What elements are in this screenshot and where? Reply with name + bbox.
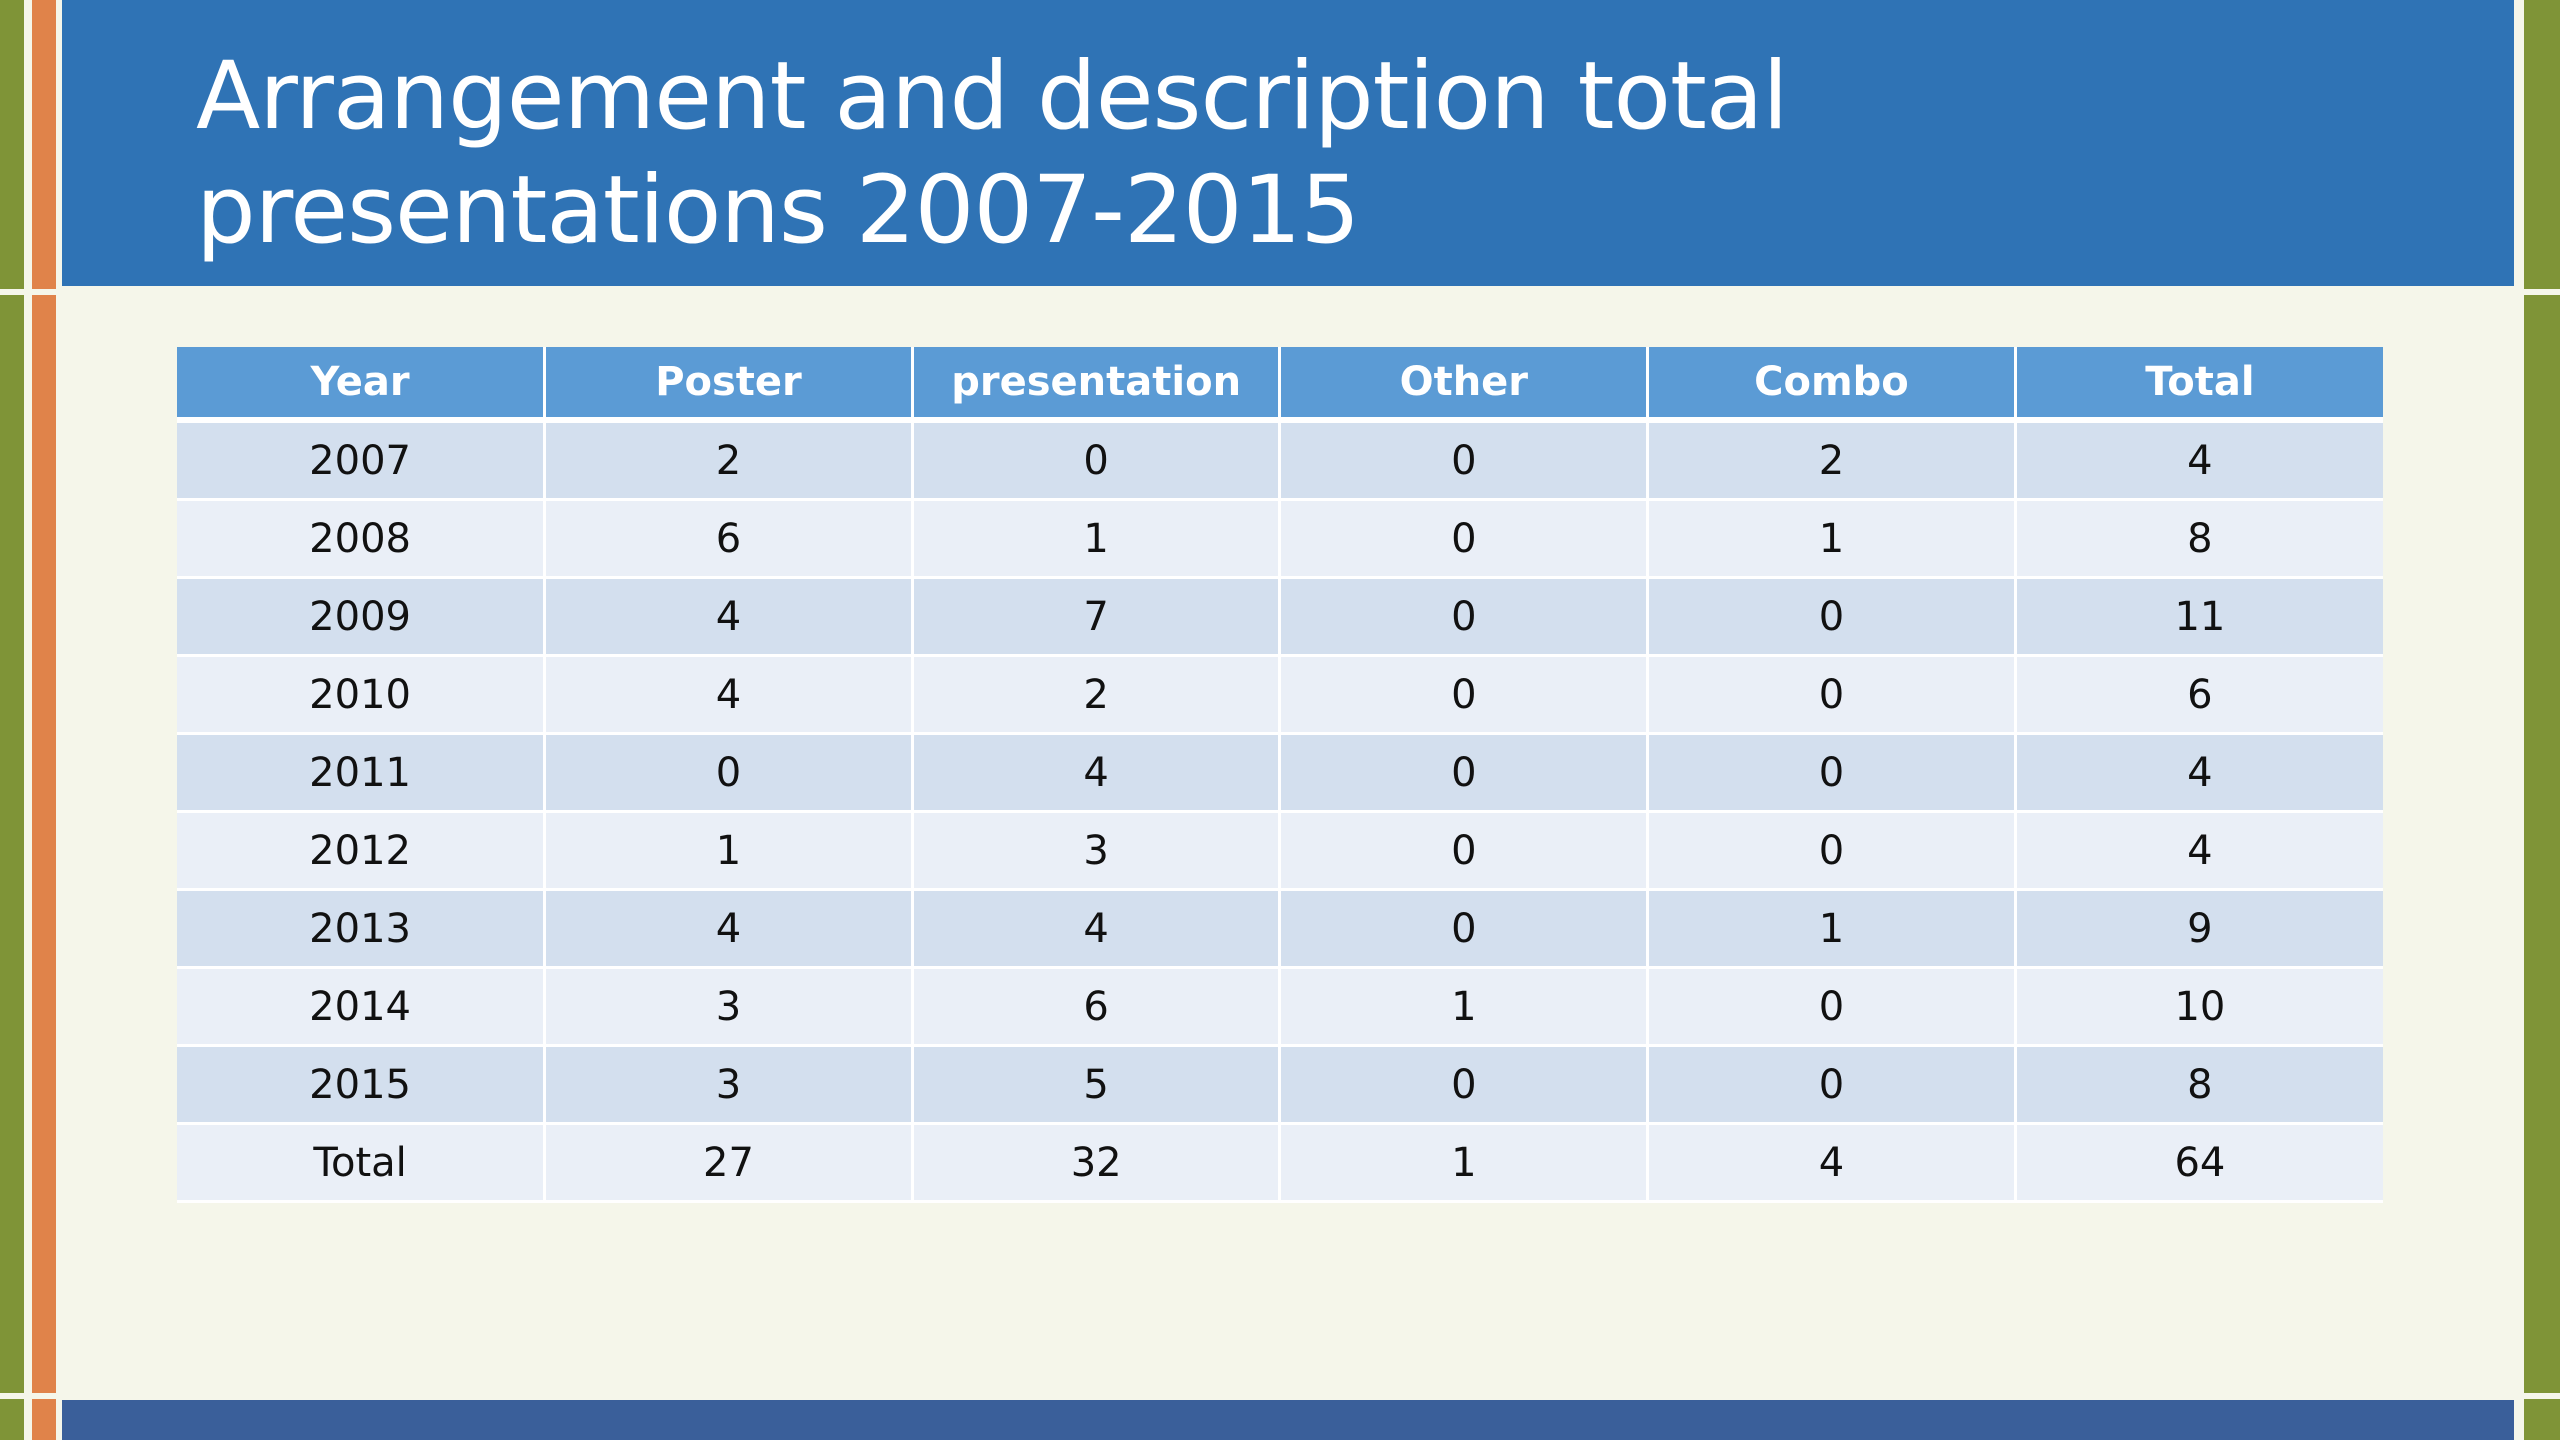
left-bar-separator	[0, 1393, 62, 1399]
cell-year: 2015	[177, 1045, 547, 1125]
cell-poster: 3	[544, 1045, 914, 1125]
cell-combo: 0	[1647, 967, 2017, 1047]
table-row: Total 27 32 1 4 64	[177, 1123, 2383, 1203]
cell-year: 2010	[177, 655, 547, 735]
cell-presentation: 7	[912, 577, 1282, 657]
cell-presentation: 5	[912, 1045, 1282, 1125]
title-banner: Arrangement and description total presen…	[62, 0, 2514, 286]
cell-combo: 0	[1647, 811, 2017, 891]
left-accent-gap	[56, 0, 62, 1440]
column-header-total: Total	[2015, 347, 2383, 423]
cell-combo: 0	[1647, 655, 2017, 735]
right-accent-bar-green	[2524, 0, 2560, 1440]
cell-other: 0	[1279, 655, 1650, 735]
cell-poster: 0	[544, 733, 914, 813]
cell-combo: 4	[1647, 1123, 2017, 1203]
left-accent-bar-orange	[32, 0, 56, 1440]
table-row: 2009 4 7 0 0 11	[177, 577, 2383, 657]
cell-total: 4	[2015, 420, 2383, 501]
cell-total: 6	[2015, 655, 2383, 735]
cell-total: 8	[2015, 1045, 2383, 1125]
table-row: 2015 3 5 0 0 8	[177, 1045, 2383, 1125]
cell-other: 1	[1279, 1123, 1650, 1203]
table-row: 2007 2 0 0 2 4	[177, 420, 2383, 501]
cell-presentation: 32	[912, 1123, 1282, 1203]
cell-combo: 2	[1647, 420, 2017, 501]
table-row: 2013 4 4 0 1 9	[177, 889, 2383, 969]
cell-combo: 0	[1647, 733, 2017, 813]
table-row: 2008 6 1 0 1 8	[177, 499, 2383, 579]
cell-poster: 4	[544, 577, 914, 657]
cell-poster: 2	[544, 420, 914, 501]
cell-poster: 4	[544, 655, 914, 735]
cell-other: 0	[1279, 420, 1650, 501]
cell-year: 2013	[177, 889, 547, 969]
cell-presentation: 0	[912, 420, 1282, 501]
right-bar-separator	[2514, 1393, 2560, 1399]
cell-presentation: 1	[912, 499, 1282, 579]
cell-other: 0	[1279, 733, 1650, 813]
column-header-other: Other	[1279, 347, 1650, 423]
cell-presentation: 4	[912, 889, 1282, 969]
cell-total: 11	[2015, 577, 2383, 657]
column-header-presentation: presentation	[912, 347, 1282, 423]
column-header-poster: Poster	[544, 347, 914, 423]
table-row: 2014 3 6 1 0 10	[177, 967, 2383, 1047]
cell-total: 9	[2015, 889, 2383, 969]
cell-year: 2011	[177, 733, 547, 813]
cell-poster: 1	[544, 811, 914, 891]
cell-total: 4	[2015, 733, 2383, 813]
cell-year: 2009	[177, 577, 547, 657]
cell-total: 8	[2015, 499, 2383, 579]
cell-poster: 27	[544, 1123, 914, 1203]
cell-combo: 0	[1647, 577, 2017, 657]
table-row: 2010 4 2 0 0 6	[177, 655, 2383, 735]
cell-year: 2014	[177, 967, 547, 1047]
cell-year: 2012	[177, 811, 547, 891]
right-accent-gap	[2514, 0, 2524, 1440]
cell-year: 2007	[177, 420, 547, 501]
cell-combo: 0	[1647, 1045, 2017, 1125]
presentations-table: Year Poster presentation Other Combo Tot…	[177, 347, 2383, 1203]
cell-total: 64	[2015, 1123, 2383, 1203]
cell-other: 0	[1279, 811, 1650, 891]
cell-total: 4	[2015, 811, 2383, 891]
table-row: 2012 1 3 0 0 4	[177, 811, 2383, 891]
cell-other: 0	[1279, 889, 1650, 969]
cell-poster: 6	[544, 499, 914, 579]
left-accent-gap	[24, 0, 32, 1440]
cell-total: 10	[2015, 967, 2383, 1047]
table-header-row: Year Poster presentation Other Combo Tot…	[177, 347, 2383, 423]
cell-combo: 1	[1647, 889, 2017, 969]
cell-presentation: 2	[912, 655, 1282, 735]
cell-year: Total	[177, 1123, 547, 1203]
left-bar-separator	[0, 289, 62, 295]
column-header-year: Year	[177, 347, 547, 423]
cell-other: 0	[1279, 577, 1650, 657]
cell-presentation: 6	[912, 967, 1282, 1047]
table-row: 2011 0 4 0 0 4	[177, 733, 2383, 813]
left-accent-bar-green	[0, 0, 24, 1440]
cell-year: 2008	[177, 499, 547, 579]
table-body: 2007 2 0 0 2 4 2008 6 1 0 1 8 2009 4 7 0 0 11 2010 4 2 0 0 6 201…	[177, 420, 2383, 1203]
cell-other: 0	[1279, 499, 1650, 579]
right-bar-separator	[2514, 289, 2560, 295]
cell-other: 1	[1279, 967, 1650, 1047]
column-header-combo: Combo	[1647, 347, 2017, 423]
cell-poster: 3	[544, 967, 914, 1047]
cell-presentation: 3	[912, 811, 1282, 891]
cell-combo: 1	[1647, 499, 2017, 579]
cell-other: 0	[1279, 1045, 1650, 1125]
cell-poster: 4	[544, 889, 914, 969]
cell-presentation: 4	[912, 733, 1282, 813]
slide-title: Arrangement and description total presen…	[196, 42, 1789, 265]
footer-bar	[62, 1400, 2514, 1440]
